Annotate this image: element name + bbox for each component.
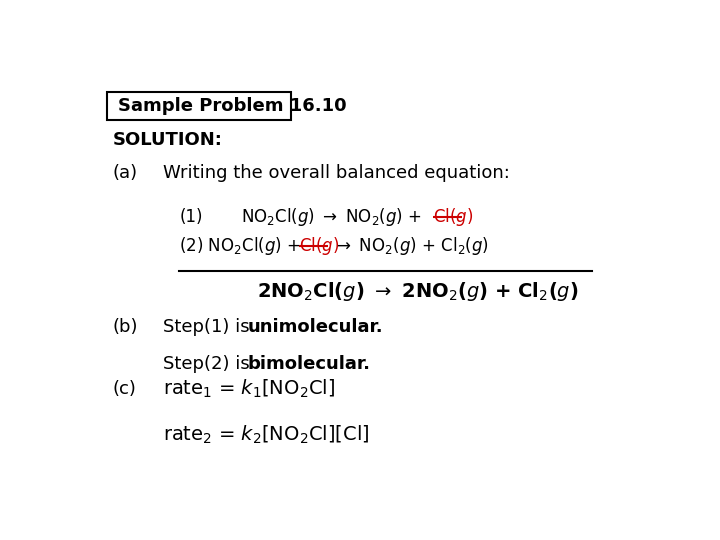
- Text: Cl($g$): Cl($g$): [433, 206, 474, 227]
- Text: unimolecular.: unimolecular.: [248, 318, 384, 336]
- Text: rate$_2$ = $k_2$[NO$_2$Cl][Cl]: rate$_2$ = $k_2$[NO$_2$Cl][Cl]: [163, 424, 369, 446]
- Text: Step(1) is: Step(1) is: [163, 318, 255, 336]
- Text: bimolecular.: bimolecular.: [248, 355, 371, 373]
- Text: Cl($g$): Cl($g$): [300, 235, 340, 256]
- Text: NO$_2$Cl($g$) $\rightarrow$ NO$_2$($g$) +: NO$_2$Cl($g$) $\rightarrow$ NO$_2$($g$) …: [240, 206, 423, 227]
- Text: SOLUTION:: SOLUTION:: [112, 131, 222, 149]
- FancyBboxPatch shape: [107, 92, 291, 120]
- Text: Sample Problem 16.10: Sample Problem 16.10: [118, 97, 346, 115]
- Text: rate$_1$ = $k_1$[NO$_2$Cl]: rate$_1$ = $k_1$[NO$_2$Cl]: [163, 378, 335, 400]
- Text: $\rightarrow$ NO$_2$($g$) + Cl$_2$($g$): $\rightarrow$ NO$_2$($g$) + Cl$_2$($g$): [328, 235, 490, 256]
- Text: 2NO$_2$Cl($g$) $\rightarrow$ 2NO$_2$($g$) + Cl$_2$($g$): 2NO$_2$Cl($g$) $\rightarrow$ 2NO$_2$($g$…: [258, 280, 579, 303]
- Text: Writing the overall balanced equation:: Writing the overall balanced equation:: [163, 164, 510, 182]
- Text: (1): (1): [179, 207, 203, 226]
- Text: (b): (b): [112, 318, 138, 336]
- Text: (a): (a): [112, 164, 138, 182]
- Text: (c): (c): [112, 380, 136, 398]
- Text: Step(2) is: Step(2) is: [163, 355, 255, 373]
- Text: (2) NO$_2$Cl($g$) +: (2) NO$_2$Cl($g$) +: [179, 235, 302, 256]
